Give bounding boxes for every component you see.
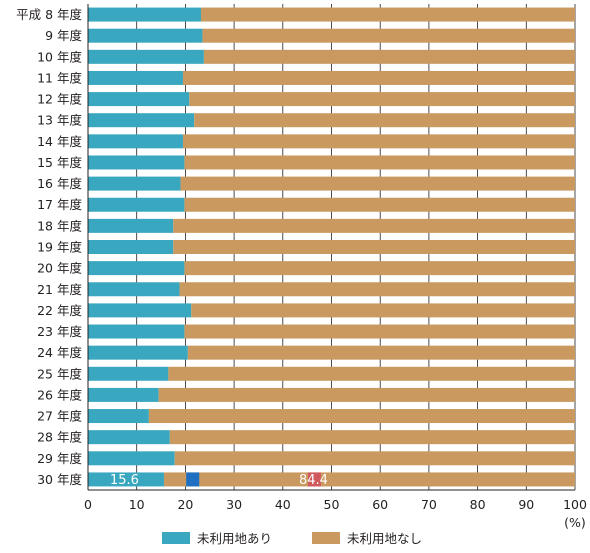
bar-segment [180, 176, 575, 191]
bar-segment [88, 472, 164, 487]
bar-segment [88, 324, 185, 339]
bar-segment [200, 7, 575, 22]
bar-segment [88, 92, 190, 107]
bar-segment [88, 134, 183, 149]
bar-segment [203, 49, 575, 64]
data-label: 15.6 [110, 473, 139, 488]
category-label: 18 年度 [37, 218, 82, 233]
bar-segment [194, 113, 575, 128]
bar-segment [88, 451, 175, 466]
category-label: 10 年度 [37, 49, 82, 64]
x-tick-label: 20 [177, 497, 193, 512]
bar-marker [186, 472, 200, 487]
bar-segment [168, 366, 576, 381]
category-label: 20 年度 [37, 261, 82, 276]
bar-segment [182, 70, 575, 85]
category-label: 30 年度 [37, 472, 82, 487]
category-label: 19 年度 [37, 240, 82, 255]
bar-segment [88, 345, 188, 360]
category-label: 16 年度 [37, 176, 82, 191]
category-label: 23 年度 [37, 324, 82, 339]
bar-segment [174, 451, 575, 466]
category-label: 29 年度 [37, 451, 82, 466]
bar-segment [173, 218, 575, 233]
x-tick-label: 80 [470, 497, 486, 512]
bar-marker [307, 472, 321, 487]
axes: 0 10 20 30 40 50 60 70 80 90 100 (%) [84, 4, 587, 530]
bar-segment [88, 70, 183, 85]
category-label: 17 年度 [37, 197, 82, 212]
bar-segment [202, 28, 575, 43]
bar-segment [184, 261, 575, 276]
bars [88, 7, 576, 487]
bar-segment [88, 28, 203, 43]
bar-segment [88, 240, 174, 254]
bar-segment [169, 430, 576, 445]
category-label: 26 年度 [37, 387, 82, 402]
bar-segment [179, 282, 575, 297]
bar-segment [88, 261, 185, 276]
bar-segment [148, 409, 575, 424]
bar-segment [184, 197, 575, 212]
x-tick-label: 90 [518, 497, 534, 512]
category-label: 27 年度 [37, 409, 82, 424]
x-tick-label: 50 [324, 497, 340, 512]
bar-segment [88, 197, 185, 212]
bar-segment [88, 49, 204, 64]
bar-segment [191, 303, 575, 318]
bar-segment [88, 303, 192, 318]
bar-segment [163, 472, 576, 487]
legend-swatch [312, 532, 340, 544]
category-label: 平成 8 年度 [16, 7, 82, 22]
bar-segment [184, 324, 575, 339]
legend-label: 未利用地なし [347, 531, 422, 546]
bar-segment [88, 155, 185, 170]
x-axis-unit: (%) [564, 515, 586, 530]
category-label: 25 年度 [37, 366, 82, 381]
bar-segment [88, 176, 181, 191]
x-tick-label: 40 [275, 497, 291, 512]
x-tick-label: 70 [421, 497, 437, 512]
bar-segment [189, 92, 575, 107]
bar-segment [88, 113, 195, 128]
category-label: 22 年度 [37, 303, 82, 318]
legend-label: 未利用地あり [197, 531, 272, 546]
bar-segment [158, 387, 576, 402]
category-label: 12 年度 [37, 92, 82, 107]
bar-segment [184, 155, 575, 170]
bar-segment [173, 240, 575, 254]
x-tick-label: 10 [129, 497, 145, 512]
bar-segment [88, 7, 201, 22]
x-tick-label: 0 [84, 497, 92, 512]
bar-segment [187, 345, 575, 360]
category-label: 14 年度 [37, 134, 82, 149]
category-label: 24 年度 [37, 345, 82, 360]
legend-swatch [162, 532, 190, 544]
category-label: 11 年度 [37, 70, 82, 85]
category-label: 13 年度 [37, 113, 82, 128]
category-label: 28 年度 [37, 430, 82, 445]
data-label: 84.4 [299, 473, 328, 488]
bar-segment [88, 366, 169, 381]
category-label: 9 年度 [45, 28, 82, 43]
bar-segment [88, 282, 180, 297]
legend: 未利用地あり 未利用地なし [162, 531, 422, 546]
x-tick-label: 100 [563, 497, 587, 512]
labels: 平成 8 年度 9 年度 10 年度 11 年度 12 年度 13 年度 14 年度 15 年… [16, 7, 328, 488]
bar-segment [182, 134, 575, 149]
category-label: 15 年度 [37, 155, 82, 170]
bar-segment [88, 218, 174, 233]
bar-segment [88, 409, 149, 424]
category-label: 21 年度 [37, 282, 82, 297]
bar-segment [88, 387, 159, 402]
bar-segment [88, 430, 170, 445]
x-tick-label: 30 [226, 497, 242, 512]
x-tick-label: 60 [372, 497, 388, 512]
